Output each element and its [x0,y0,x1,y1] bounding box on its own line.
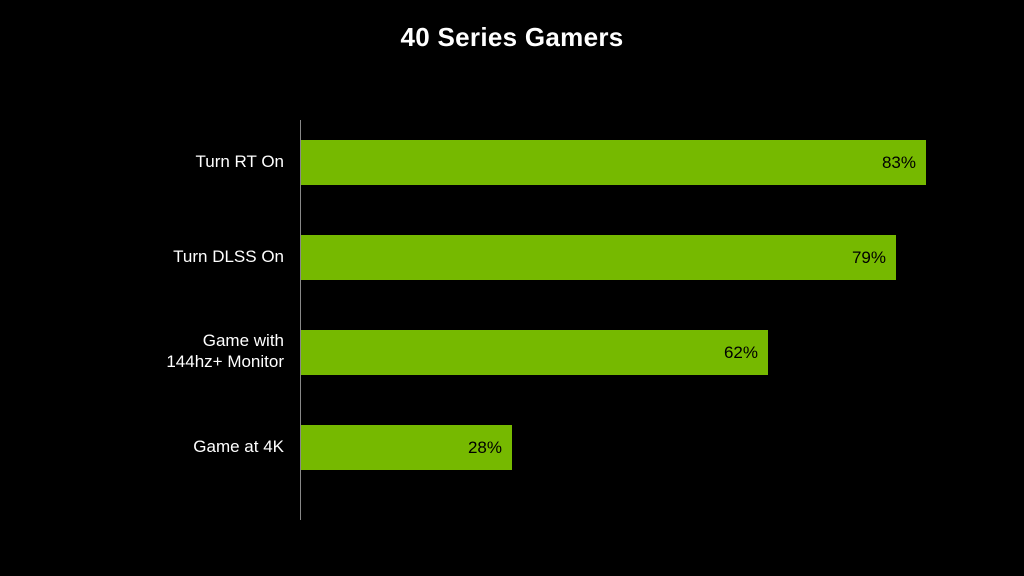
bar-value-label: 83% [882,153,916,173]
bar: 28% [301,425,512,470]
bar-value-label: 28% [468,438,502,458]
bar: 62% [301,330,768,375]
bar: 79% [301,235,896,280]
category-label: Turn RT On [84,151,284,172]
plot-area: 83% 79% 62% 28% [300,120,940,520]
bar-row: 62% [300,330,940,375]
category-label: Turn DLSS On [84,246,284,267]
bar-value-label: 79% [852,248,886,268]
category-label: Game at 4K [84,436,284,457]
bar: 83% [301,140,926,185]
bar-value-label: 62% [724,343,758,363]
category-label: Game with 144hz+ Monitor [84,330,284,373]
bar-row: 28% [300,425,940,470]
bar-row: 79% [300,235,940,280]
chart-title: 40 Series Gamers [0,22,1024,53]
chart-container: 40 Series Gamers Turn RT On Turn DLSS On… [0,0,1024,576]
bar-row: 83% [300,140,940,185]
